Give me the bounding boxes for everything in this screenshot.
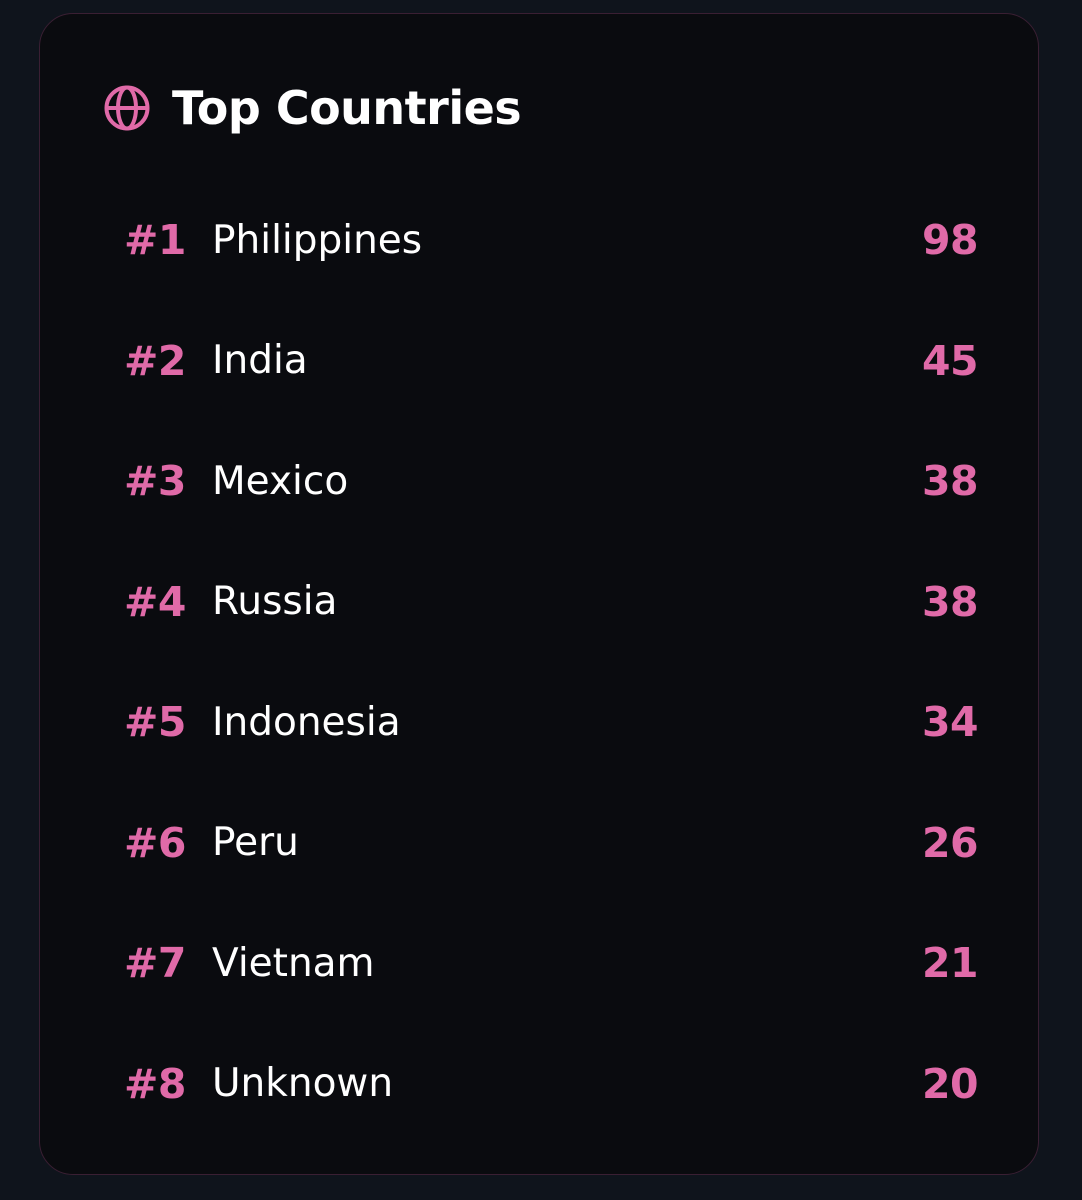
country-name: Mexico xyxy=(212,458,349,504)
country-name: Unknown xyxy=(212,1061,394,1107)
country-list: #1 Philippines 98 #2 India 45 #3 Mexico … xyxy=(124,180,979,1145)
top-countries-card: Top Countries #1 Philippines 98 #2 India… xyxy=(39,13,1039,1175)
country-name: Indonesia xyxy=(212,699,401,745)
country-name: Philippines xyxy=(212,217,423,263)
card-title: Top Countries xyxy=(172,81,522,135)
rank-label: #7 xyxy=(124,939,186,988)
country-name: Vietnam xyxy=(212,940,375,986)
rank-label: #8 xyxy=(124,1059,186,1108)
country-count: 38 xyxy=(921,457,979,506)
country-count: 20 xyxy=(921,1059,979,1108)
rank-label: #1 xyxy=(124,216,186,265)
country-count: 98 xyxy=(921,216,979,265)
rank-label: #2 xyxy=(124,336,186,385)
list-item: #7 Vietnam 21 xyxy=(124,903,979,1024)
list-item: #6 Peru 26 xyxy=(124,783,979,904)
rank-label: #6 xyxy=(124,818,186,867)
list-item: #1 Philippines 98 xyxy=(124,180,979,301)
rank-label: #4 xyxy=(124,577,186,626)
country-count: 34 xyxy=(921,698,979,747)
country-count: 21 xyxy=(921,939,979,988)
list-item: #5 Indonesia 34 xyxy=(124,662,979,783)
country-count: 26 xyxy=(921,818,979,867)
list-item: #4 Russia 38 xyxy=(124,542,979,663)
rank-label: #3 xyxy=(124,457,186,506)
globe-icon xyxy=(102,83,152,133)
country-name: Russia xyxy=(212,579,338,625)
country-count: 45 xyxy=(921,336,979,385)
card-header: Top Countries xyxy=(102,78,522,138)
list-item: #3 Mexico 38 xyxy=(124,421,979,542)
list-item: #8 Unknown 20 xyxy=(124,1024,979,1145)
list-item: #2 India 45 xyxy=(124,301,979,422)
country-name: India xyxy=(212,338,308,384)
country-name: Peru xyxy=(212,820,299,866)
country-count: 38 xyxy=(921,577,979,626)
rank-label: #5 xyxy=(124,698,186,747)
